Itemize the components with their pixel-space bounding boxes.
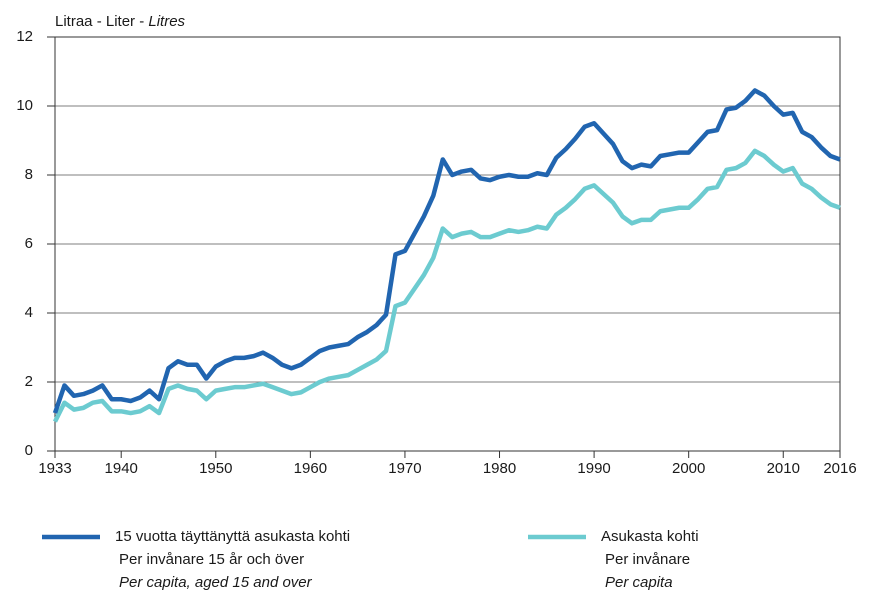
y-tick-label: 8 [25,166,33,183]
legend-label: Per invånare [605,551,690,568]
legend-label: Per capita [605,574,673,591]
legend-label: Asukasta kohti [601,528,699,545]
x-tick-label: 1933 [38,460,71,477]
x-tick-label: 1990 [577,460,610,477]
y-tick-label: 2 [25,373,33,390]
x-tick-label: 1950 [199,460,232,477]
y-tick-label: 10 [16,97,33,114]
series-line [52,88,841,414]
series-line [52,148,841,423]
y-tick-label: 0 [25,442,33,459]
x-tick-label: 2016 [823,460,856,477]
y-axis-label-part: Litres [148,13,185,30]
x-tick-label: 2010 [767,460,800,477]
x-tick-label: 1980 [483,460,516,477]
x-tick-label: 2000 [672,460,705,477]
legend-label: Per capita, aged 15 and over [119,574,313,591]
plot-frame [54,36,841,452]
x-tick-label: 1970 [388,460,421,477]
legend-label: 15 vuotta täyttänyttä asukasta kohti [115,528,350,545]
y-axis-label-part: Litraa - Liter - [55,13,148,30]
x-tick-label: 1960 [294,460,327,477]
y-axis-label: Litraa - Liter - Litres [55,13,186,30]
y-tick-label: 12 [16,28,33,45]
y-tick-label: 4 [25,304,33,321]
x-tick-label: 1940 [105,460,138,477]
legend-label: Per invånare 15 år och över [119,551,304,568]
y-tick-label: 6 [25,235,33,252]
